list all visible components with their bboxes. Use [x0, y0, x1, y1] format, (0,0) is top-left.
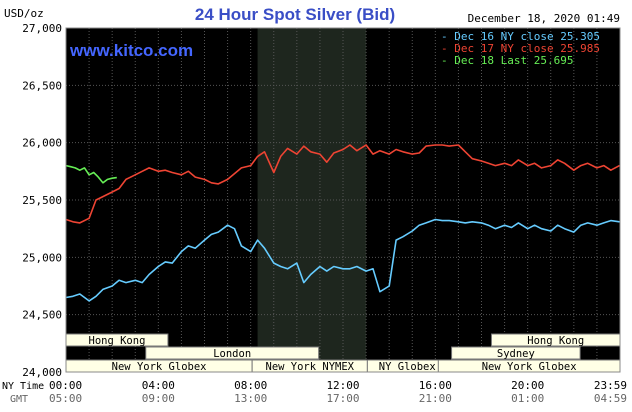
- legend-entry: - Dec 16 NY close 25.305: [441, 30, 600, 43]
- chart-title: 24 Hour Spot Silver (Bid): [195, 5, 395, 24]
- series-line-dec-18: [65, 164, 117, 184]
- y-axis-ticks: 27,000 26,500 26,000 25,500 25,000 24,500 24,0…: [22, 22, 62, 379]
- series-line-dec-17: [65, 144, 620, 224]
- session-label: London: [213, 348, 251, 360]
- y-tick-label: 25,000: [22, 251, 62, 264]
- y-tick-label: 26,000: [22, 137, 62, 150]
- price-series: [65, 144, 620, 302]
- x-tick-ny-label: 08:00: [234, 379, 267, 392]
- y-tick-label: 24,000: [22, 366, 62, 379]
- y-tick-label: 27,000: [22, 22, 62, 35]
- x-tick-ny-label: 12:00: [326, 379, 359, 392]
- gmt-row-label: GMT: [10, 394, 28, 405]
- session-label: Hong Kong: [89, 335, 146, 347]
- chart-date-label: December 18, 2020 01:49: [468, 12, 620, 25]
- session-box: [145, 346, 320, 360]
- plot-border: [65, 27, 621, 373]
- y-tick-label: 25,500: [22, 194, 62, 207]
- x-tick-ny-label: 04:00: [142, 379, 175, 392]
- market-sessions: Hong Kong London New York Globex New York N…: [65, 333, 621, 373]
- y-axis-unit-label: USD/oz: [4, 7, 44, 20]
- x-tick-gmt-label: 17:00: [326, 392, 359, 405]
- x-tick-gmt-label: 04:59: [594, 392, 627, 405]
- horizontal-gridlines: [66, 84, 620, 316]
- session-box: [451, 346, 581, 360]
- x-tick-gmt-label: 21:00: [419, 392, 452, 405]
- legend-entry: - Dec 18 Last 25.695: [441, 54, 573, 67]
- x-tick-ny-label: 16:00: [419, 379, 452, 392]
- legend: - Dec 16 NY close 25.305- Dec 17 NY clos…: [441, 30, 600, 67]
- session-label: New York NYMEX: [266, 361, 355, 373]
- y-tick-label: 24,500: [22, 309, 62, 322]
- y-tick-label: 26,500: [22, 79, 62, 92]
- legend-entry: - Dec 17 NY close 25.985: [441, 42, 600, 55]
- session-label: New York Globex: [482, 361, 577, 373]
- x-tick-gmt-label: 09:00: [142, 392, 175, 405]
- series-line-dec-16: [65, 218, 620, 302]
- session-label: NY Globex: [379, 361, 436, 373]
- x-tick-ny-label: 20:00: [511, 379, 544, 392]
- source-watermark: www.kitco.com: [69, 41, 193, 60]
- x-tick-gmt-label: 13:00: [234, 392, 267, 405]
- x-tick-gmt-label: 01:00: [511, 392, 544, 405]
- x-tick-ny-label: 00:00: [49, 379, 82, 392]
- session-label: Sydney: [497, 348, 535, 360]
- x-tick-ny-label: 23:59: [594, 379, 627, 392]
- x-tick-gmt-label: 05:00: [49, 392, 82, 405]
- ny-time-row-label: NY Time: [2, 381, 44, 392]
- session-label: Hong Kong: [527, 335, 584, 347]
- session-label: New York Globex: [112, 361, 207, 373]
